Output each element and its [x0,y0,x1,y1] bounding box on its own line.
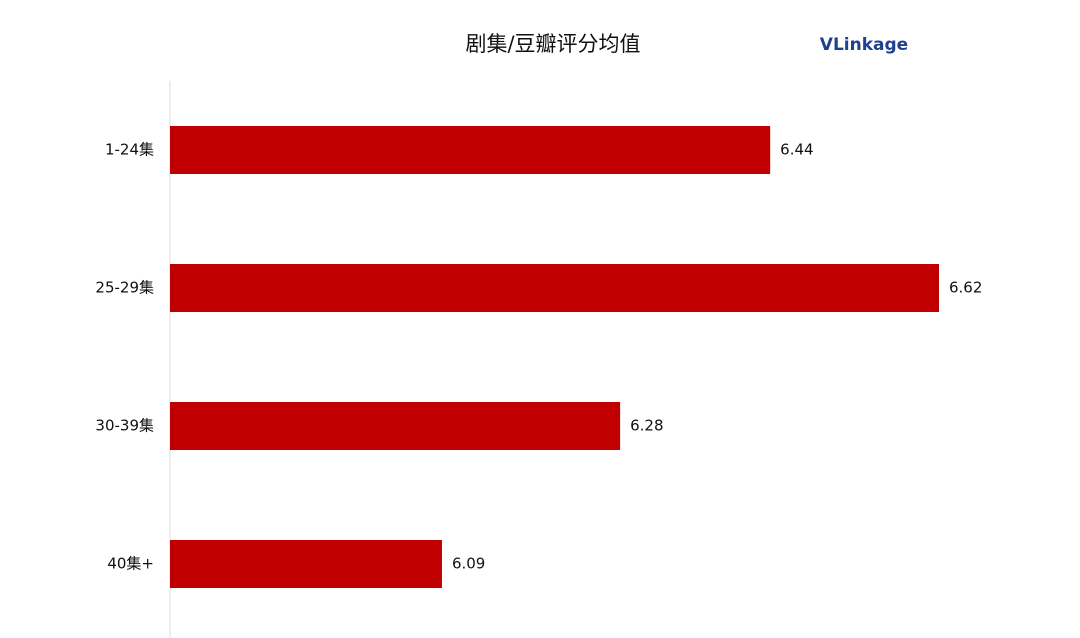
value-label: 6.62 [949,279,982,297]
bar [170,126,771,174]
y-tick-label: 40集+ [107,555,154,573]
bar [170,402,621,450]
bar [170,540,442,588]
value-label: 6.28 [630,417,663,435]
bar [170,264,939,312]
value-label: 6.44 [780,141,813,159]
chart-title: 剧集/豆瓣评分均值 [465,32,640,56]
y-tick-label: 25-29集 [95,279,154,297]
y-tick-label: 1-24集 [105,141,154,159]
value-label: 6.09 [452,555,485,573]
logo: VLinkage [820,35,908,55]
y-tick-label: 30-39集 [95,417,154,435]
